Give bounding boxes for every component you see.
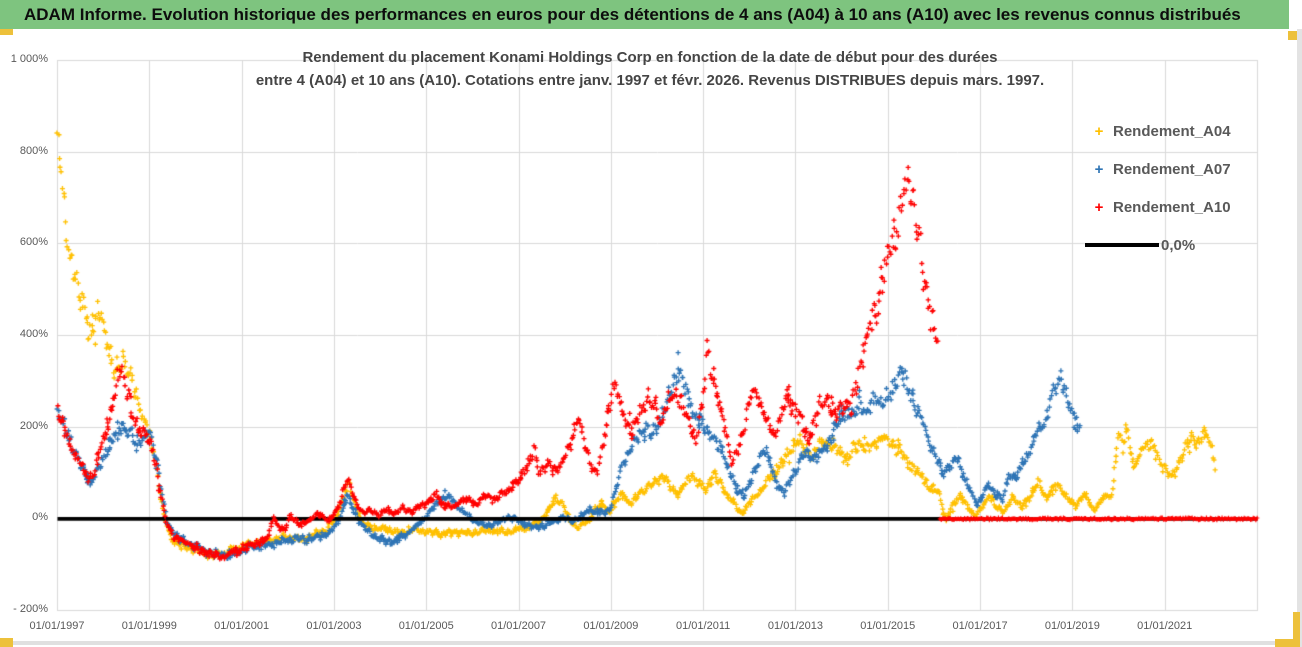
x-tick-label: 01/01/2009 xyxy=(583,620,639,632)
x-tick-label: 01/01/2017 xyxy=(952,620,1008,632)
page-bottom-border xyxy=(13,641,1290,645)
y-tick-label: 200% xyxy=(19,419,48,432)
x-tick-label: 01/01/2003 xyxy=(306,620,362,632)
x-tick-label: 01/01/1997 xyxy=(29,620,85,632)
x-tick-label: 01/01/1999 xyxy=(121,620,177,632)
y-tick-label: - 200% xyxy=(13,603,48,615)
y-tick-label: 400% xyxy=(19,328,48,340)
x-tick-label: 01/01/2019 xyxy=(1044,620,1100,632)
accent-bottom-right-v xyxy=(1293,612,1300,647)
accent-bottom-right-h xyxy=(1275,639,1300,647)
accent-top-right xyxy=(1288,31,1298,40)
x-tick-label: 01/01/2007 xyxy=(491,620,547,632)
y-tick-label: 600% xyxy=(19,236,48,249)
x-tick-label: 01/01/2013 xyxy=(767,620,823,632)
x-tick-label: 01/01/2021 xyxy=(1137,620,1193,632)
header-title: ADAM Informe. Evolution historique des p… xyxy=(24,4,1241,24)
x-tick-label: 01/01/2015 xyxy=(860,620,916,632)
accent-bottom-left xyxy=(0,638,13,647)
x-tick-label: 01/01/2005 xyxy=(398,620,454,632)
y-tick-label: 800% xyxy=(19,144,48,157)
x-tick-label: 01/01/2011 xyxy=(676,620,731,632)
page-right-border xyxy=(1297,29,1302,647)
y-tick-label: 1 000% xyxy=(10,53,48,65)
header-bar: ADAM Informe. Evolution historique des p… xyxy=(0,0,1289,29)
x-tick-label: 01/01/2001 xyxy=(214,620,270,632)
y-tick-label: 0% xyxy=(32,511,48,524)
accent-top-left xyxy=(0,29,13,35)
